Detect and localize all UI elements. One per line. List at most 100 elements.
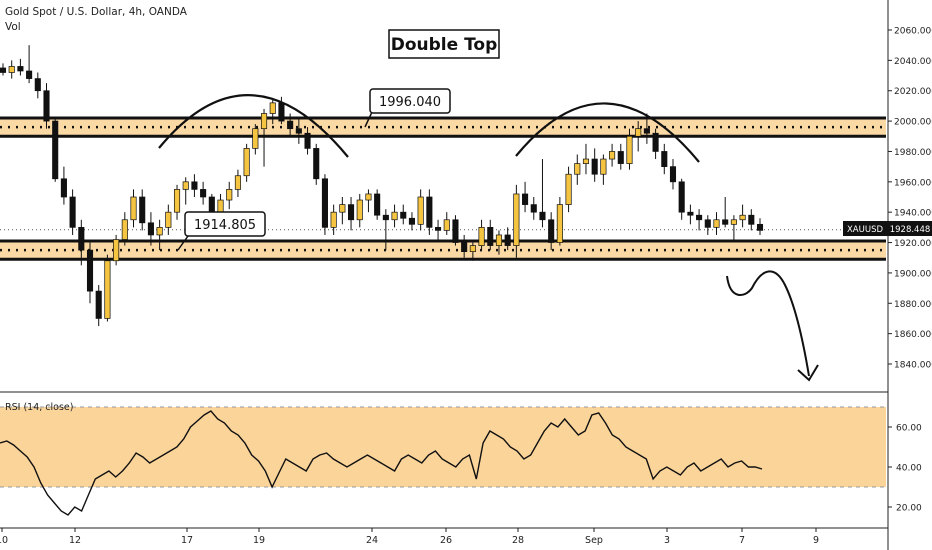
candle-body xyxy=(191,181,198,190)
candle-body xyxy=(252,128,259,149)
candle-body xyxy=(530,204,537,213)
candle-body xyxy=(704,219,711,228)
candle-body xyxy=(582,158,590,164)
resistance-label: 1996.040 xyxy=(379,95,441,110)
candle-body xyxy=(669,166,677,183)
candle-body xyxy=(304,132,311,149)
price-tick-label: 2020.000 xyxy=(894,87,932,97)
candle-body xyxy=(147,222,154,236)
candle-body xyxy=(513,193,520,246)
candle-body xyxy=(756,223,764,231)
symbol-title: Gold Spot / U.S. Dollar, 4h, OANDA xyxy=(5,6,188,18)
candle-body xyxy=(487,227,494,246)
candle-body xyxy=(208,196,215,213)
candle-body xyxy=(17,66,24,72)
candle-body xyxy=(26,70,33,79)
candle-body xyxy=(687,211,694,216)
projection-arrow-head xyxy=(797,364,819,382)
candle-body xyxy=(104,260,111,319)
time-tick-label: 10 xyxy=(0,535,8,546)
price-tick-label: 1920.000 xyxy=(894,239,932,249)
price-tick-label: 1940.000 xyxy=(894,209,932,219)
candle-body xyxy=(678,181,685,213)
candle-body xyxy=(591,158,598,175)
candle-body xyxy=(374,193,381,216)
price-tick-label: 2060.000 xyxy=(894,27,932,37)
price-tick-label: 1860.000 xyxy=(894,330,932,340)
rsi-band xyxy=(0,407,886,487)
candle-body xyxy=(696,214,703,221)
candle-body xyxy=(200,189,207,198)
support-label: 1914.805 xyxy=(194,218,256,233)
candle-body xyxy=(313,148,320,180)
price-tick-label: 1980.000 xyxy=(894,148,932,158)
candle-body xyxy=(504,234,511,246)
time-tick-label: 24 xyxy=(366,535,378,546)
candle-body xyxy=(278,102,285,122)
candle-body xyxy=(347,204,355,221)
candle-body xyxy=(600,158,607,175)
candle-body xyxy=(609,151,616,160)
candle-body xyxy=(722,219,729,225)
candle-body xyxy=(78,227,85,251)
time-tick-label: 12 xyxy=(69,535,81,546)
candle-body xyxy=(469,245,476,253)
candle-body xyxy=(330,211,337,228)
zone-2-fill xyxy=(0,241,886,260)
candle-body xyxy=(217,199,224,213)
candle-body xyxy=(643,128,650,134)
price-tick-label: 1900.000 xyxy=(894,269,932,279)
candle-body xyxy=(260,113,268,130)
candle-body xyxy=(52,120,59,180)
price-tag-value: 1928.448 xyxy=(890,225,931,235)
resistance-label-pointer xyxy=(364,111,373,128)
candle-body xyxy=(43,90,50,122)
second-top-arc xyxy=(515,102,700,163)
time-tick-label: 17 xyxy=(181,535,193,546)
first-top-arc xyxy=(158,94,349,158)
candle-body xyxy=(417,196,424,225)
time-tick-label: 19 xyxy=(253,535,265,546)
rsi-label: RSI (14, close) xyxy=(5,402,73,413)
candle-body xyxy=(130,196,137,221)
candle-body xyxy=(539,211,546,221)
candle-body xyxy=(321,178,328,228)
projection-arrow-path xyxy=(726,270,810,377)
rsi-tick-label: 20.00 xyxy=(896,504,922,514)
candle-body xyxy=(748,214,755,225)
candle-body xyxy=(269,102,276,114)
candle-body xyxy=(8,66,15,73)
candle-body xyxy=(95,290,102,319)
candle-body xyxy=(478,227,485,246)
candle-body xyxy=(382,214,389,221)
rsi-tick-label: 40.00 xyxy=(896,464,922,474)
candle-body xyxy=(0,67,7,73)
candle-body xyxy=(182,181,189,190)
candle-body xyxy=(243,148,250,177)
candle-body xyxy=(461,242,468,253)
price-tick-label: 2000.000 xyxy=(894,118,932,128)
candle-body xyxy=(391,211,398,221)
time-tick-label: 28 xyxy=(512,535,524,546)
candle-body xyxy=(226,189,233,201)
resistance-label-box xyxy=(369,88,451,114)
candle-body xyxy=(121,219,128,240)
candle-body xyxy=(139,196,146,224)
candle-body xyxy=(400,211,407,219)
candle-body xyxy=(113,239,120,262)
candle-body xyxy=(452,219,459,243)
candle-body xyxy=(661,151,668,167)
price-tag-symbol: XAUUSD xyxy=(847,225,883,235)
candle-body xyxy=(443,219,450,231)
rsi-series-line xyxy=(0,410,763,516)
candle-body xyxy=(565,173,572,205)
candle-body xyxy=(635,128,642,137)
support-label-box xyxy=(184,211,266,237)
candle-body xyxy=(408,217,416,225)
price-tag-symbol-box xyxy=(843,221,888,236)
candle-body xyxy=(617,151,624,164)
zone-1-fill xyxy=(0,118,886,137)
